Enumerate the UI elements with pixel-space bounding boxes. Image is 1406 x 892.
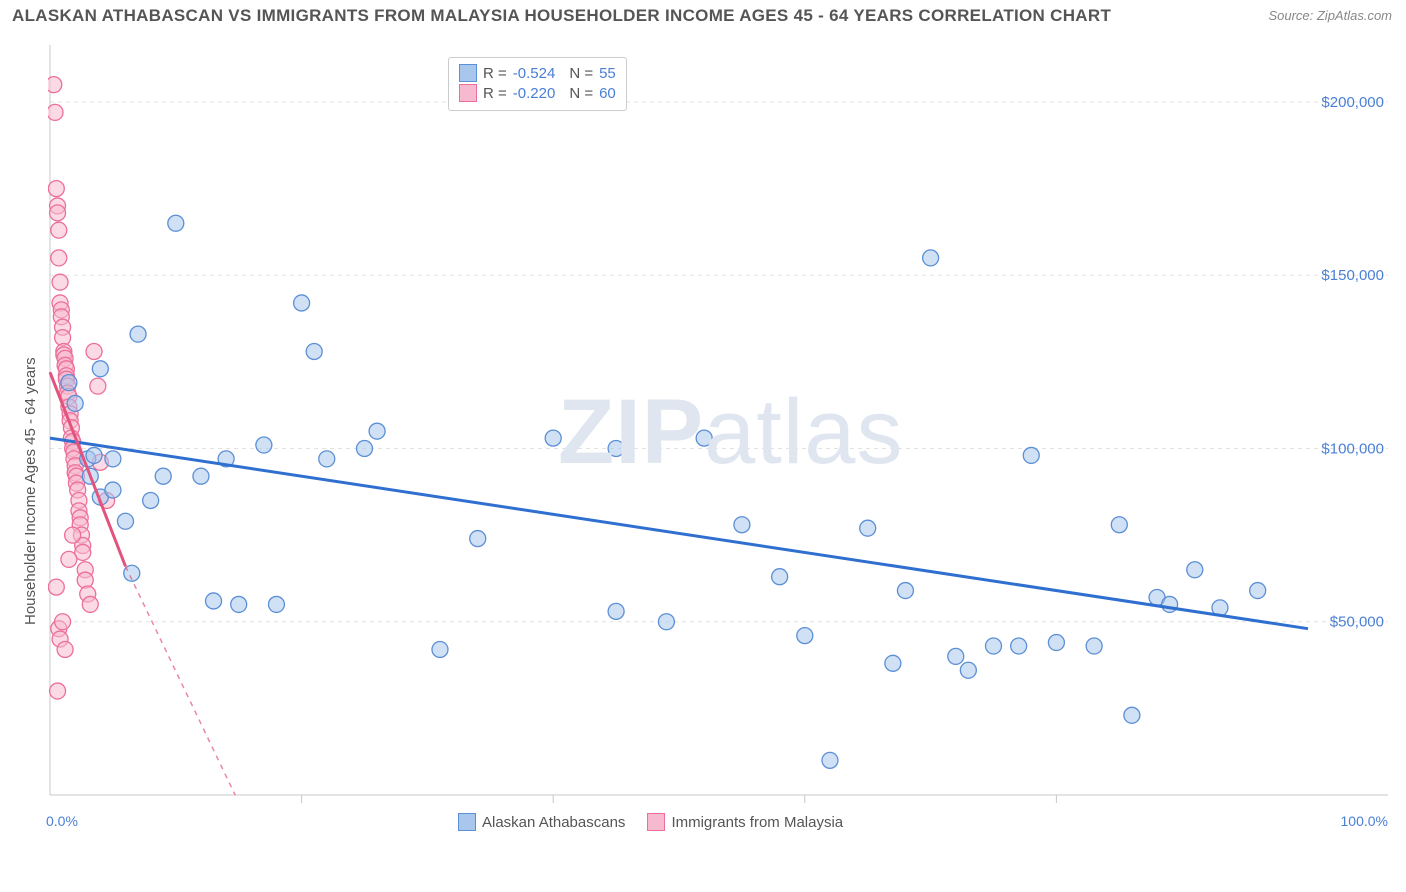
chart-container: ALASKAN ATHABASCAN VS IMMIGRANTS FROM MA…	[0, 0, 1406, 892]
r-label: R =	[483, 85, 507, 102]
legend-row: R = -0.524 N = 55	[459, 64, 616, 82]
plot-area: $50,000$100,000$150,000$200,000 ZIPatlas…	[48, 35, 1388, 835]
svg-text:$50,000: $50,000	[1330, 614, 1384, 631]
r-value: -0.220	[513, 85, 556, 102]
n-value: 55	[599, 65, 616, 82]
r-value: -0.524	[513, 65, 556, 82]
scatter-plot: $50,000 $100,000 $150,000 $200,000	[48, 35, 1388, 835]
source-label: Source: ZipAtlas.com	[1268, 8, 1392, 23]
legend-item: Immigrants from Malaysia	[647, 813, 843, 831]
y-axis-label: Householder Income Ages 45 - 64 years	[22, 357, 39, 625]
swatch-pink-icon	[647, 813, 665, 831]
chart-title: ALASKAN ATHABASCAN VS IMMIGRANTS FROM MA…	[12, 6, 1111, 26]
n-value: 60	[599, 85, 616, 102]
swatch-pink-icon	[459, 84, 477, 102]
n-label: N =	[569, 65, 593, 82]
swatch-blue-icon	[458, 813, 476, 831]
legend-label: Immigrants from Malaysia	[671, 814, 843, 831]
legend-label: Alaskan Athabascans	[482, 814, 625, 831]
n-label: N =	[569, 85, 593, 102]
x-tick-max: 100.0%	[1341, 813, 1388, 829]
correlation-legend: R = -0.524 N = 55 R = -0.220 N = 60	[448, 57, 627, 111]
r-label: R =	[483, 65, 507, 82]
series-legend: Alaskan Athabascans Immigrants from Mala…	[458, 813, 843, 831]
x-tick-min: 0.0%	[46, 813, 78, 829]
legend-item: Alaskan Athabascans	[458, 813, 625, 831]
swatch-blue-icon	[459, 64, 477, 82]
svg-text:$100,000: $100,000	[1321, 440, 1384, 457]
legend-row: R = -0.220 N = 60	[459, 84, 616, 102]
svg-text:$200,000: $200,000	[1321, 94, 1384, 111]
svg-text:$150,000: $150,000	[1321, 267, 1384, 284]
